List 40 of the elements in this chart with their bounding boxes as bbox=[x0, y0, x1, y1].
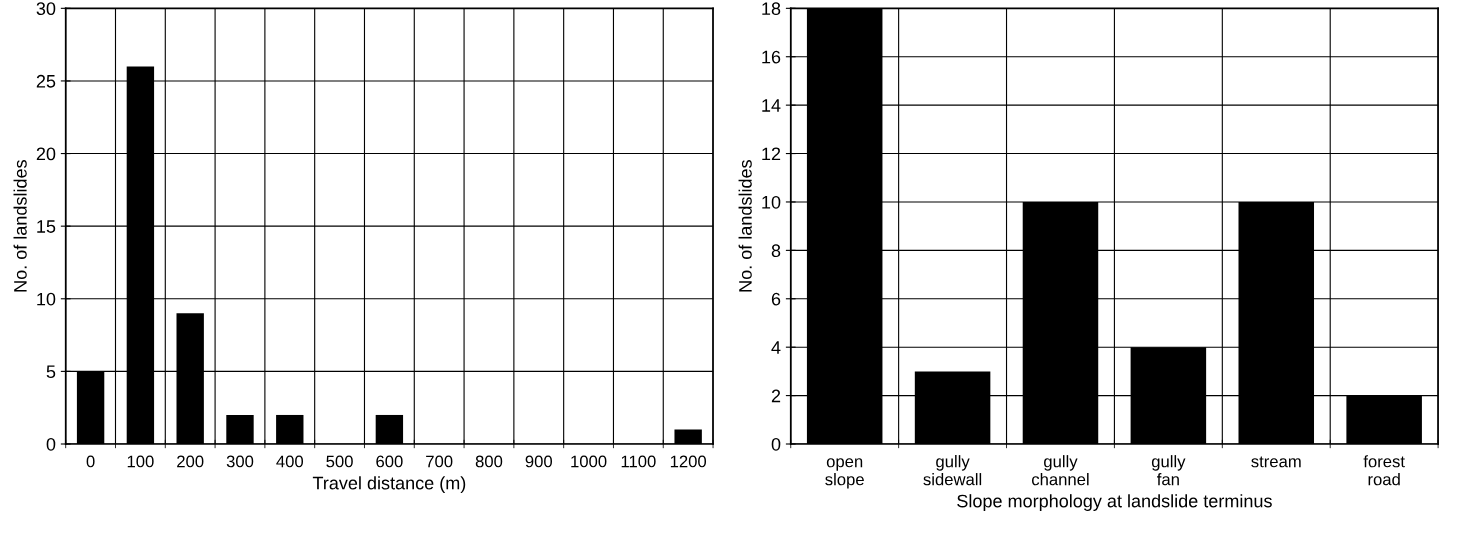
x-tick-label: 0 bbox=[86, 455, 95, 468]
x-tick-label: 800 bbox=[475, 455, 503, 468]
x-tick-label: 1000 bbox=[571, 455, 607, 468]
y-tick-label: 0 bbox=[46, 437, 56, 451]
x-tick-label: 1200 bbox=[670, 455, 707, 468]
x-tick-label: 500 bbox=[326, 455, 353, 468]
x-tick-label: 700 bbox=[426, 455, 453, 468]
y-tick-label: 2 bbox=[771, 389, 781, 403]
y-tick-label: 12 bbox=[762, 147, 781, 161]
y-tick-label: 5 bbox=[46, 365, 56, 379]
x-tick-label: 200 bbox=[177, 455, 204, 468]
y-tick-label: 10 bbox=[762, 195, 781, 209]
y-tick-label: 6 bbox=[771, 292, 781, 306]
y-tick-label: 14 bbox=[762, 99, 781, 112]
x-tick-label: gully sidewall bbox=[923, 455, 982, 486]
x-tick-label: 300 bbox=[226, 455, 254, 468]
x-axis-title: Slope morphology at landslide terminus bbox=[957, 494, 1272, 511]
y-tick-label: 8 bbox=[771, 244, 781, 258]
y-tick-label: 16 bbox=[762, 50, 781, 64]
y-tick-label: 25 bbox=[36, 74, 56, 88]
y-tick-label: 18 bbox=[762, 2, 781, 16]
x-tick-label: forest road bbox=[1363, 455, 1405, 486]
x-axis-title: Travel distance (m) bbox=[312, 476, 466, 494]
y-tick-label: 10 bbox=[37, 292, 56, 306]
y-axis-title: No. of landslides bbox=[738, 160, 752, 292]
x-tick-label: 900 bbox=[525, 455, 553, 468]
y-tick-label: 4 bbox=[771, 341, 781, 354]
x-tick-label: 400 bbox=[276, 455, 304, 468]
y-tick-label: 20 bbox=[36, 147, 56, 161]
y-tick-label: 30 bbox=[36, 2, 56, 16]
y-axis-title: No. of landslides bbox=[13, 160, 27, 292]
x-tick-label: gully channel bbox=[1031, 455, 1089, 486]
x-tick-label: 600 bbox=[376, 455, 403, 468]
y-tick-label: 15 bbox=[37, 220, 56, 233]
x-tick-label: 1100 bbox=[621, 455, 656, 468]
x-tick-label: stream bbox=[1251, 456, 1301, 468]
x-tick-label: gully fan bbox=[1151, 455, 1186, 486]
x-tick-label: open slope bbox=[825, 458, 864, 489]
y-tick-label: 0 bbox=[771, 437, 781, 451]
x-tick-label: 100 bbox=[127, 455, 154, 468]
